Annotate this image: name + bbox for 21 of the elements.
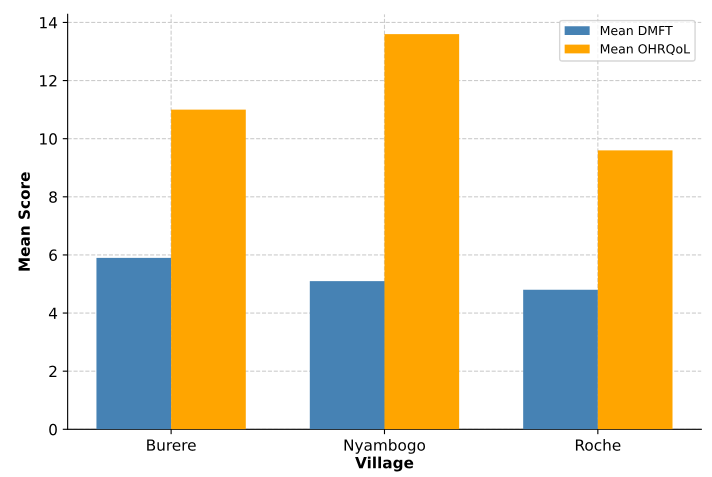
legend-label: Mean DMFT <box>600 26 673 36</box>
y-tick-label: 12 <box>40 75 56 86</box>
bar <box>523 290 598 430</box>
x-tick-label: Roche <box>576 439 620 451</box>
x-tick-label: Nyambogo <box>344 439 426 454</box>
x-tick-label: Burere <box>147 439 196 451</box>
y-tick-label: 10 <box>40 133 57 145</box>
y-tick-label: 2 <box>49 366 56 377</box>
y-tick-label: 14 <box>40 17 58 28</box>
legend-label: Mean OHRQoL <box>600 44 690 56</box>
y-tick-label: 0 <box>49 424 57 436</box>
x-axis-title: Village <box>355 456 414 472</box>
y-tick-label: 6 <box>49 249 57 261</box>
bar <box>171 110 246 430</box>
bar <box>310 281 384 430</box>
y-tick-label: 8 <box>49 191 57 203</box>
bar <box>384 34 460 430</box>
y-tick-label: 4 <box>48 308 58 319</box>
bar <box>598 150 673 430</box>
y-axis-title: Mean Score <box>18 172 30 271</box>
bar <box>96 258 172 430</box>
